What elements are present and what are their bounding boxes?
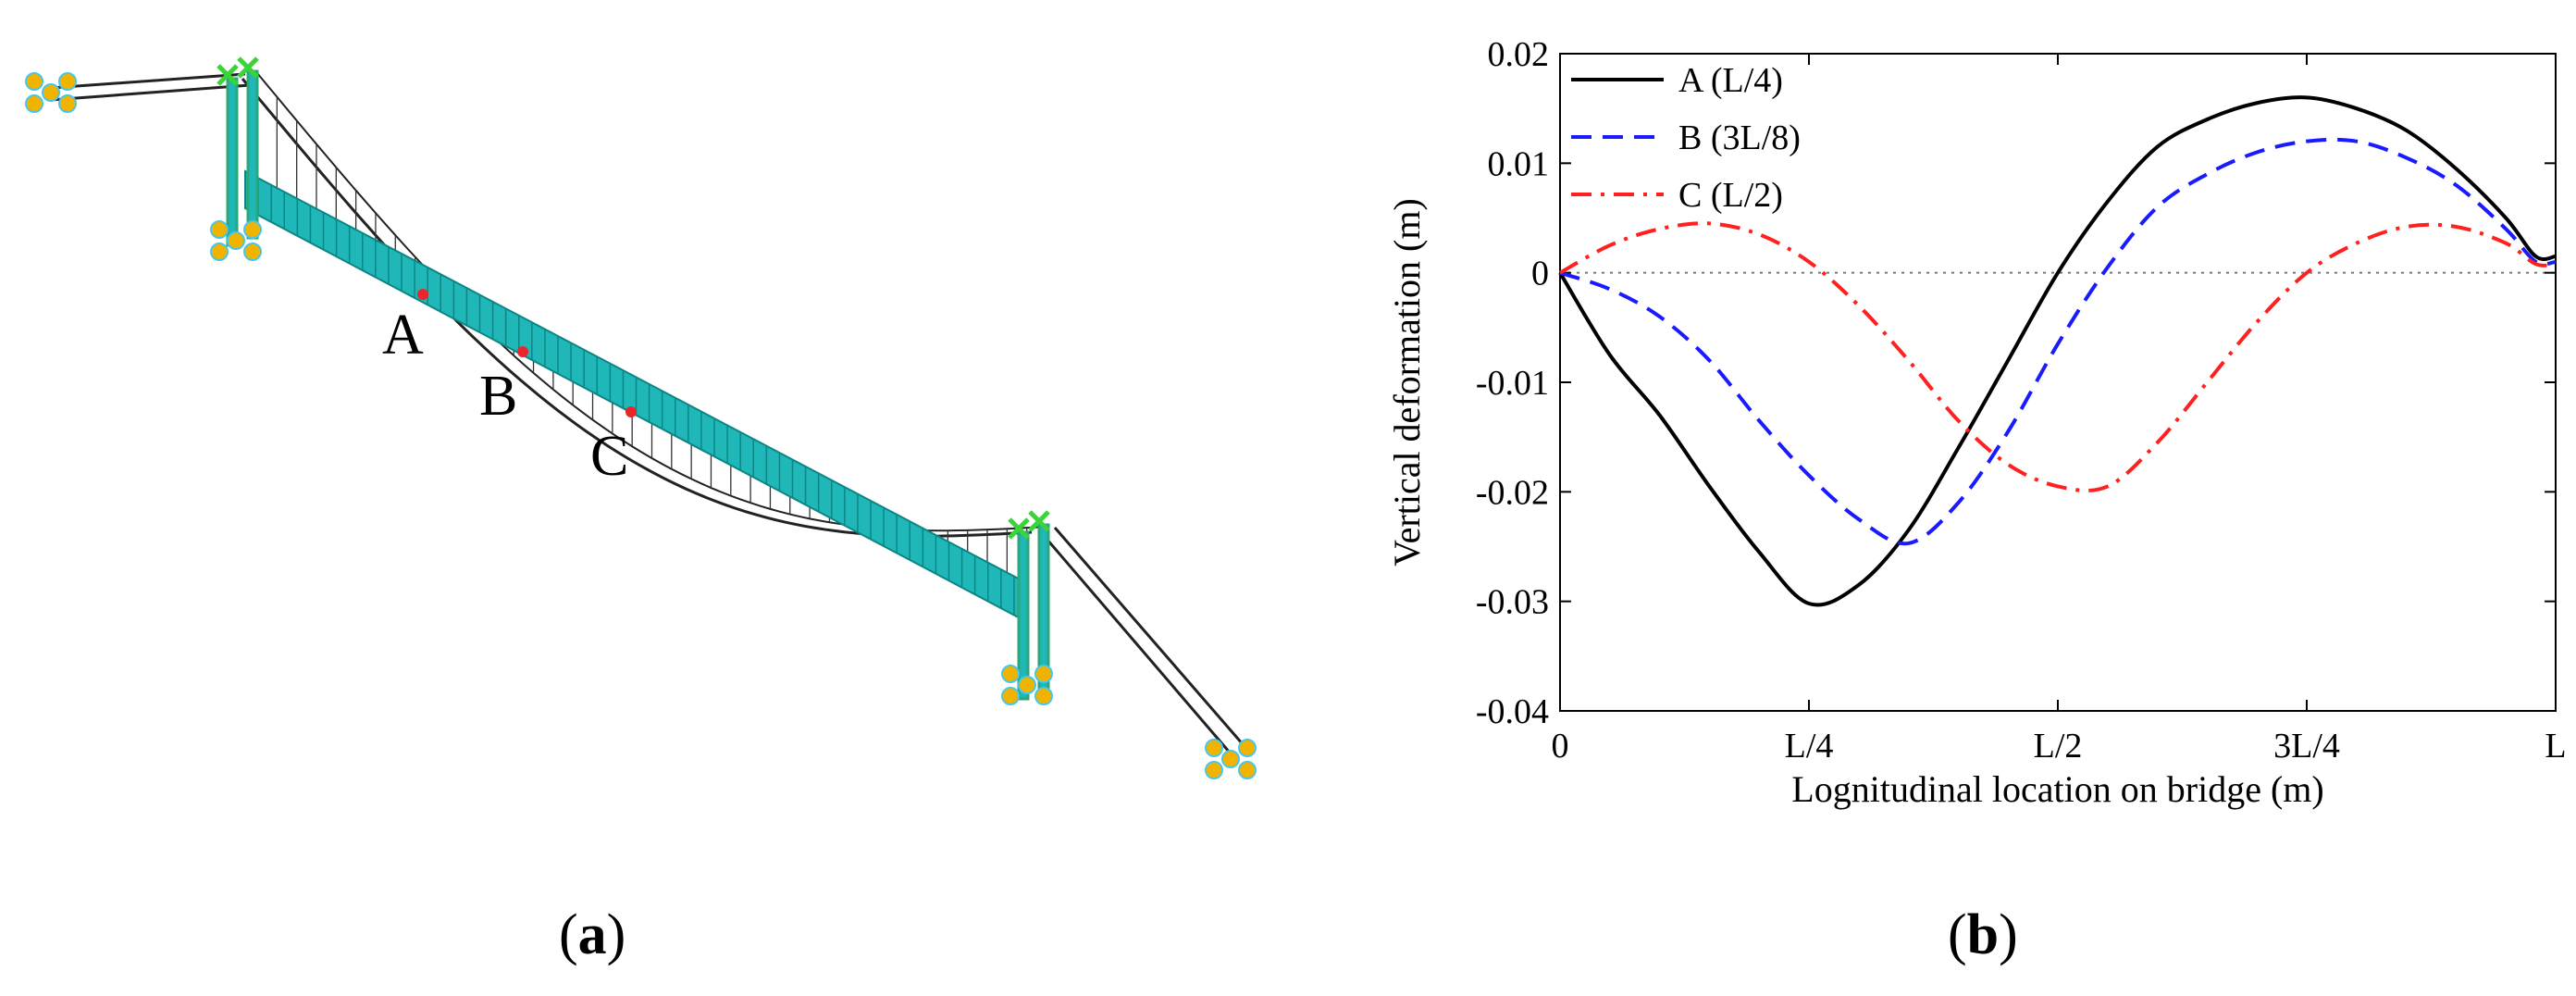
anchor-node — [58, 72, 77, 91]
tower-leg — [1017, 530, 1030, 701]
anchor-node — [227, 231, 245, 250]
anchor-symbol — [1205, 739, 1257, 779]
anchor-symbol — [25, 72, 77, 113]
anchor-node — [25, 94, 43, 113]
legend-label: A (L/4) — [1678, 61, 1783, 100]
main-cable — [256, 72, 1047, 532]
anchor-node — [1238, 761, 1257, 779]
bridge-point-markers: A B C — [382, 289, 637, 488]
panel-a-label: (a) — [559, 903, 626, 966]
main-cable — [241, 78, 1033, 538]
bridge-anchors — [25, 72, 1257, 779]
anchor-node — [1034, 687, 1053, 705]
anchor-symbol — [210, 220, 262, 261]
anchor-node — [1018, 676, 1036, 694]
tower-top-x — [217, 56, 259, 86]
point-b-label: B — [479, 365, 517, 428]
anchor-node — [243, 243, 262, 261]
anchor-symbol — [1001, 665, 1053, 705]
y-axis-label: Vertical deformation (m) — [1386, 198, 1428, 566]
tower-top-x — [1008, 510, 1050, 540]
y-tick-label: 0.01 — [1488, 144, 1550, 183]
y-tick-label: 0.02 — [1488, 35, 1550, 74]
x-tick-label: 0 — [1552, 727, 1569, 766]
anchor-node — [1221, 750, 1240, 768]
y-tick-label: -0.04 — [1476, 692, 1549, 731]
panel-b-label: (b) — [1948, 903, 2018, 966]
legend: A (L/4) B (3L/8) C (L/2) — [1571, 61, 1801, 215]
y-tick-label: 0 — [1531, 255, 1549, 293]
anchor-node — [243, 220, 262, 239]
y-tick-label: -0.02 — [1476, 473, 1549, 512]
series-a-line — [1558, 95, 2557, 607]
x-tick-label: L — [2545, 727, 2566, 766]
anchor-node — [1205, 761, 1223, 779]
anchor-node — [1205, 739, 1223, 757]
series-b-line — [1559, 137, 2557, 546]
tower-leg — [226, 77, 239, 247]
x-tick-label: L/2 — [2034, 727, 2083, 766]
x-tick-label: L/4 — [1785, 727, 1834, 766]
point-a-label: A — [382, 304, 424, 367]
anchor-node — [210, 220, 229, 239]
point-a-marker — [417, 289, 428, 300]
point-c-label: C — [590, 425, 628, 488]
anchor-node — [25, 72, 43, 91]
anchor-node — [42, 83, 60, 102]
anchor-node — [58, 94, 77, 113]
legend-label: C (L/2) — [1678, 176, 1783, 215]
point-b-marker — [517, 346, 528, 357]
legend-label: B (3L/8) — [1678, 118, 1801, 157]
deformation-chart: 0.020.010-0.01-0.02-0.03-0.040 L/4 L/2 3L/4… — [1386, 35, 2567, 810]
x-axis-label: Lognitudinal location on bridge (m) — [1791, 768, 2323, 810]
plot-area — [1558, 53, 2557, 712]
y-tick-label: -0.03 — [1476, 583, 1549, 622]
left-backstay — [50, 72, 246, 90]
x-tick-label: 3L/4 — [2273, 727, 2340, 766]
tower-leg — [246, 69, 259, 240]
anchor-node — [1001, 687, 1020, 705]
point-c-marker — [625, 406, 637, 417]
anchor-node — [210, 243, 229, 261]
series-c-line — [1559, 221, 2557, 492]
anchor-node — [1001, 665, 1020, 683]
anchor-node — [1034, 665, 1053, 683]
bridge-model-illustration: A B C — [25, 56, 1257, 779]
right-backstay — [1053, 527, 1251, 753]
left-backstay — [50, 83, 251, 102]
right-backstay — [1039, 531, 1237, 760]
anchor-node — [1238, 739, 1257, 757]
bridge-deck — [244, 169, 1028, 624]
y-tick-label: -0.01 — [1476, 364, 1549, 403]
